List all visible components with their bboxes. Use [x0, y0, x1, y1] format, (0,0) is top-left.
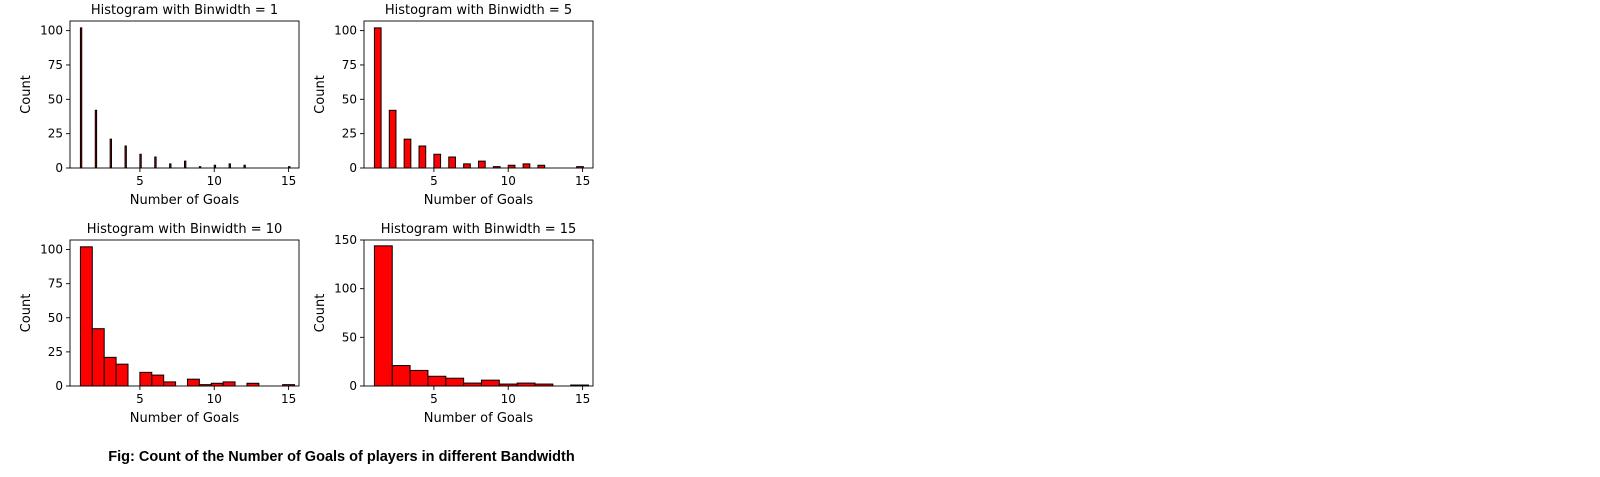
histogram-bar — [151, 374, 165, 387]
y-tick-label: 0 — [55, 161, 63, 175]
histogram-bar — [445, 377, 465, 387]
chart-title: Histogram with Binwidth = 15 — [381, 222, 577, 237]
y-tick-label: 50 — [48, 311, 63, 325]
x-tick-label: 15 — [575, 392, 590, 406]
x-tick-label: 15 — [281, 392, 296, 406]
chart-title: Histogram with Binwidth = 1 — [91, 3, 278, 18]
y-tick-label: 75 — [342, 58, 357, 72]
y-axis-label: Count — [313, 75, 328, 114]
histogram-bar — [124, 145, 127, 169]
y-tick-label: 50 — [342, 330, 357, 344]
y-axis-label: Count — [19, 294, 34, 333]
histogram-bar — [478, 160, 486, 169]
y-tick-label: 100 — [40, 24, 63, 38]
histogram-bar — [79, 246, 93, 387]
histogram-bar — [409, 369, 429, 387]
axes-frame — [69, 20, 300, 169]
histogram-bar — [522, 163, 531, 169]
x-axis-label: Number of Goals — [424, 193, 534, 208]
axes-frame — [363, 239, 594, 387]
y-tick-label: 150 — [334, 233, 357, 247]
histogram-bar — [94, 109, 98, 169]
histogram-bar — [169, 163, 172, 169]
x-tick-label: 5 — [136, 392, 144, 406]
histogram-bar — [109, 138, 112, 169]
axes-frame — [69, 239, 300, 387]
y-tick-label: 75 — [48, 58, 63, 72]
x-tick-label: 5 — [136, 174, 144, 188]
y-axis-label: Count — [19, 75, 34, 114]
x-tick-label: 10 — [207, 392, 222, 406]
x-tick-label: 10 — [207, 174, 222, 188]
y-tick-label: 0 — [55, 379, 63, 393]
histogram-panel-3: 5 10 15 0 25 50 75 100 Histogram with Binwidth =… — [19, 222, 300, 426]
y-tick-label: 50 — [342, 92, 357, 106]
x-tick-label: 5 — [430, 174, 438, 188]
histogram-bar — [91, 328, 105, 387]
y-tick-label: 25 — [342, 127, 357, 141]
chart-title: Histogram with Binwidth = 5 — [385, 3, 572, 18]
y-tick-label: 50 — [48, 92, 63, 106]
y-axis-label: Count — [313, 294, 328, 333]
histogram-bar — [139, 153, 142, 169]
y-tick-label: 100 — [334, 282, 357, 296]
x-tick-label: 10 — [501, 174, 516, 188]
histogram-bar — [103, 356, 117, 387]
histogram-bar — [433, 153, 442, 169]
histogram-bar — [184, 160, 187, 169]
histogram-bar — [228, 163, 231, 169]
y-tick-label: 100 — [40, 243, 63, 257]
histogram-bar — [418, 145, 427, 169]
histogram-bar — [139, 371, 153, 387]
histogram-bar — [79, 27, 83, 169]
histogram-panel-2: 5 10 15 0 25 50 75 100 Histogram with Binwidth =… — [313, 3, 594, 208]
histogram-bar — [480, 379, 500, 387]
histogram-bar — [186, 378, 200, 387]
x-tick-label: 15 — [281, 174, 296, 188]
x-axis-label: Number of Goals — [424, 411, 534, 426]
histogram-bar — [463, 163, 471, 169]
histogram-bar — [391, 365, 411, 387]
y-tick-label: 25 — [48, 345, 63, 359]
chart-title: Histogram with Binwidth = 10 — [87, 222, 283, 237]
histogram-bar — [373, 245, 393, 387]
histogram-bar — [154, 156, 157, 169]
x-axis-label: Number of Goals — [130, 411, 240, 426]
histogram-bar — [427, 375, 447, 387]
histogram-bar — [373, 27, 382, 169]
y-tick-label: 75 — [48, 277, 63, 291]
histogram-bar — [115, 363, 129, 387]
histogram-bar — [403, 138, 412, 169]
histogram-bar — [388, 109, 397, 169]
x-tick-label: 5 — [430, 392, 438, 406]
histogram-panel-1: 5 10 15 0 25 50 75 100 Histogram with Binwidth =… — [19, 3, 300, 208]
figure-caption: Fig: Count of the Number of Goals of pla… — [108, 449, 575, 465]
histogram-bar — [222, 381, 236, 387]
histogram-bar — [448, 156, 456, 169]
x-tick-label: 15 — [575, 174, 590, 188]
y-tick-label: 25 — [48, 127, 63, 141]
histogram-bar — [163, 381, 177, 387]
axes-frame — [363, 20, 594, 169]
x-tick-label: 10 — [501, 392, 516, 406]
y-tick-label: 0 — [349, 161, 357, 175]
y-tick-label: 100 — [334, 24, 357, 38]
y-tick-label: 0 — [349, 379, 357, 393]
x-axis-label: Number of Goals — [130, 193, 240, 208]
